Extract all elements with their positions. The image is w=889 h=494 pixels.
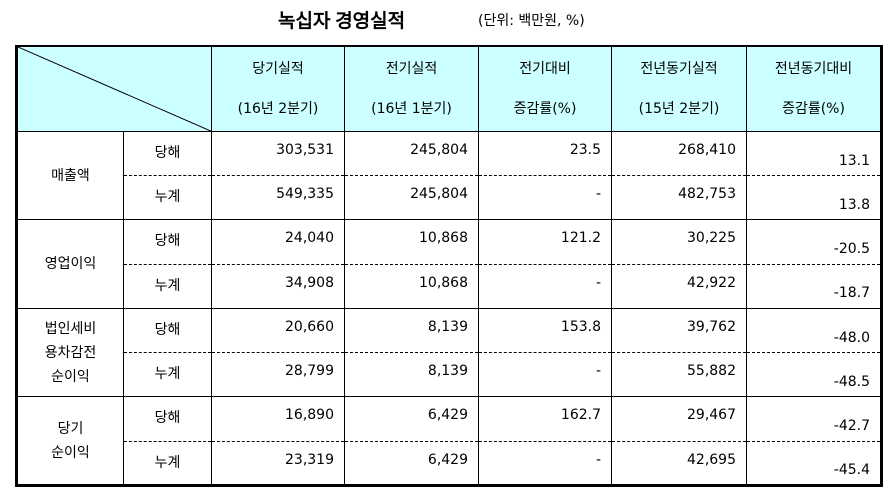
header-line: 전기실적 xyxy=(385,61,438,77)
value-cell: -48.0 xyxy=(746,307,882,354)
value-cell: 55,882 xyxy=(611,352,747,398)
label-line: 용차감전 xyxy=(44,344,97,361)
data-row: 누계 549,335 245,804-482,753 13.8 xyxy=(17,175,882,221)
value-cell: 42,695 xyxy=(611,440,747,487)
label-line: 영업이익 xyxy=(44,256,97,273)
value-cell: 153.8 xyxy=(478,307,612,354)
value-cell: -20.5 xyxy=(746,219,882,265)
header-line: (16년 2분기) xyxy=(237,101,319,117)
value-cell: - xyxy=(478,440,612,487)
value-cell: - xyxy=(478,263,612,309)
data-row: 누계 23,319 6,429-42,695 -45.4 xyxy=(17,440,882,487)
data-row: 누계 28,799 8,139-55,882 -48.5 xyxy=(17,352,882,398)
value-cell: 303,531 xyxy=(211,130,345,177)
header-line: (16년 1분기) xyxy=(371,101,452,117)
row-kind: 당해 xyxy=(123,307,212,354)
value-cell: -48.5 xyxy=(746,352,882,398)
value-cell: 23.5 xyxy=(478,130,612,177)
value-cell: -45.4 xyxy=(746,440,882,487)
value-cell: 245,804 xyxy=(344,175,479,221)
diagonal xyxy=(18,47,213,132)
value-cell: 16,890 xyxy=(211,396,345,442)
corner-cell xyxy=(16,45,213,132)
value-cell: 34,908 xyxy=(211,263,345,309)
column-header: 전년동기실적 (15년 2분기) xyxy=(611,45,747,132)
value-cell: 6,429 xyxy=(344,440,479,487)
data-row: 누계 34,908 10,868-42,922 -18.7 xyxy=(17,263,882,309)
value-cell: -18.7 xyxy=(746,263,882,309)
value-cell: 28,799 xyxy=(211,352,345,398)
value-cell: 549,335 xyxy=(211,175,345,221)
value-cell: 8,139 xyxy=(344,307,479,354)
header-line: 증감률(%) xyxy=(513,101,577,117)
value-cell: -42.7 xyxy=(746,396,882,442)
column-header: 당기실적 (16년 2분기) xyxy=(211,45,345,132)
row-kind: 당해 xyxy=(123,130,212,177)
row-kind: 누계 xyxy=(123,352,212,398)
table-body: 당기실적 (16년 2분기) 전기실적 (16년 1분기) 전기대비 증감률(%) 전년동기… xyxy=(16,45,882,487)
value-cell: 29,467 xyxy=(611,396,747,442)
value-cell: 6,429 xyxy=(344,396,479,442)
header-line: 전기대비 xyxy=(519,61,571,77)
label-line: 법인세비 xyxy=(44,320,97,337)
value-cell: 20,660 xyxy=(211,307,345,354)
title: 녹십자 경영실적 xyxy=(278,11,406,32)
value-cell: 13.8 xyxy=(746,175,882,221)
value-cell: 30,225 xyxy=(611,219,747,265)
unit: (단위: 백만원, %) xyxy=(478,13,585,29)
value-cell: 268,410 xyxy=(611,130,747,177)
row-kind: 누계 xyxy=(123,440,212,487)
header-line: (15년 2분기) xyxy=(638,101,720,117)
row-kind: 누계 xyxy=(123,263,212,309)
header-row: 당기실적 (16년 2분기) 전기실적 (16년 1분기) 전기대비 증감률(%) 전년동기… xyxy=(16,45,882,132)
column-header: 전기실적 (16년 1분기) xyxy=(344,45,479,132)
value-cell: 42,922 xyxy=(611,263,747,309)
row-kind: 당해 xyxy=(123,219,212,265)
value-cell: 10,868 xyxy=(344,219,479,265)
value-cell: 482,753 xyxy=(611,175,747,221)
row-kind: 누계 xyxy=(123,175,212,221)
label-line: 순이익 xyxy=(51,368,90,385)
value-cell: 24,040 xyxy=(211,219,345,265)
value-cell: 162.7 xyxy=(478,396,612,442)
row-kind: 당해 xyxy=(123,396,212,442)
value-cell: 245,804 xyxy=(344,130,479,177)
group-label: 매출액 xyxy=(16,130,124,221)
value-cell: 121.2 xyxy=(478,219,612,265)
group-label: 영업이익 xyxy=(16,219,124,309)
value-cell: 10,868 xyxy=(344,263,479,309)
label-line: 순이익 xyxy=(51,444,90,461)
label-line: 매출액 xyxy=(51,167,90,184)
value-cell: 8,139 xyxy=(344,352,479,398)
data-row: 당기 순이익 당해 16,890 6,429 162.7 29,467 -42.7 xyxy=(16,396,882,486)
header-line: 전년동기대비 xyxy=(774,61,853,77)
value-cell: - xyxy=(478,175,612,221)
header-line: 전년동기실적 xyxy=(640,61,718,77)
value-cell: 13.1 xyxy=(746,130,882,177)
value-cell: 23,319 xyxy=(211,440,345,487)
header-line: 증감률(%) xyxy=(782,101,845,117)
header-line: 당기실적 xyxy=(252,61,304,77)
data-row: 영업이익 당해 24,040 10,868 121.2 30,225 -20.5 xyxy=(16,219,882,309)
label-line: 당기 xyxy=(57,420,84,437)
results-table: 당기실적 (16년 2분기) 전기실적 (16년 1분기) 전기대비 증감률(%) 전년동기… xyxy=(15,45,883,487)
data-row: 매출액 당해 303,531 245,804 23.5 268,410 13.1 xyxy=(16,130,882,221)
data-row: 법인세비 용차감전 순이익 당해 20,660 8,139 153.8 39,762 -48.0 xyxy=(16,307,882,398)
value-cell: - xyxy=(478,352,612,398)
value-cell: 39,762 xyxy=(611,307,747,354)
